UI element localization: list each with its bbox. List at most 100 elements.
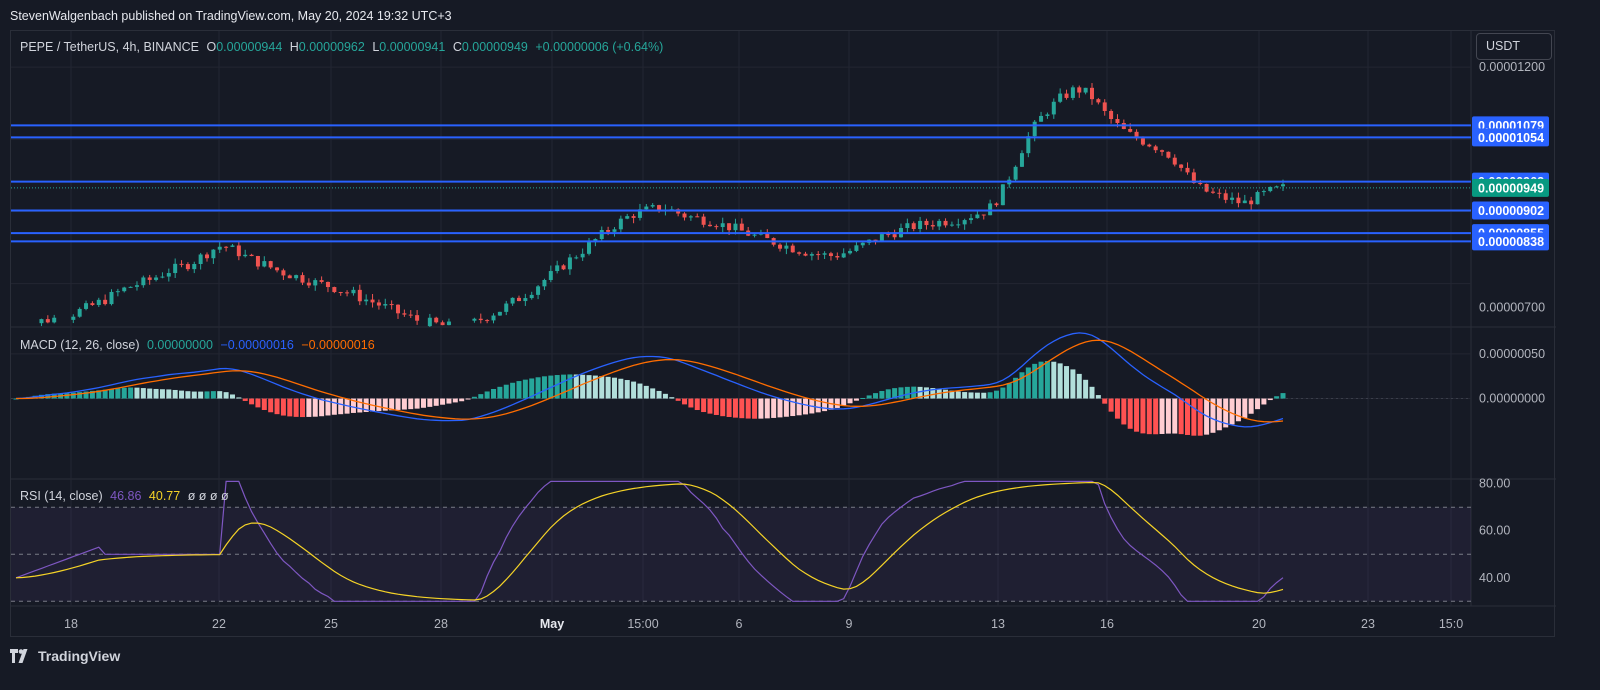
macd-histogram-bar xyxy=(510,382,516,399)
macd-histogram-bar xyxy=(732,398,738,418)
rsi-value: 46.86 xyxy=(110,489,142,503)
macd-histogram-bar xyxy=(102,389,108,399)
rsi-title[interactable]: RSI (14, close) xyxy=(20,489,103,503)
candle-body xyxy=(236,245,241,257)
candle-body xyxy=(185,264,190,270)
candle-body xyxy=(39,319,44,324)
macd-histogram-bar xyxy=(408,398,414,410)
macd-histogram-bar xyxy=(172,389,178,399)
candle-body xyxy=(778,244,783,249)
rsi-legend: RSI (14, close) 46.86 40.77 ø ø ø ø xyxy=(20,489,233,503)
macd-histogram-bar xyxy=(777,398,783,418)
x-tick-label: 25 xyxy=(324,617,338,631)
macd-histogram-bar xyxy=(242,398,248,401)
candle-body xyxy=(695,216,700,218)
macd-histogram-bar xyxy=(249,398,255,405)
candle-body xyxy=(969,218,974,221)
price-level-tag xyxy=(1472,232,1549,251)
macd-histogram-bar xyxy=(45,394,51,399)
candle-body xyxy=(1166,151,1171,158)
candle-body xyxy=(606,230,611,232)
macd-histogram-bar xyxy=(452,398,458,403)
x-tick-label: 9 xyxy=(846,617,853,631)
macd-histogram-bar xyxy=(1223,398,1229,428)
candle-body xyxy=(255,255,260,267)
macd-histogram-bar xyxy=(153,388,159,399)
candle-body xyxy=(262,261,267,267)
macd-legend: MACD (12, 26, close) 0.00000000 −0.00000… xyxy=(20,338,379,352)
candle-body xyxy=(1217,192,1222,194)
candle-body xyxy=(109,291,114,305)
candle-body xyxy=(555,265,560,272)
candle-body xyxy=(809,254,814,256)
macd-histogram-bar xyxy=(981,392,987,399)
macd-histogram-bar xyxy=(917,386,923,399)
close-value: 0.00000949 xyxy=(461,40,528,54)
macd-histogram-bar xyxy=(1076,373,1082,399)
candle-body xyxy=(618,218,623,230)
chart-canvas[interactable]: 18 22 25 28 May 15:00 6 9 13 16 20 23 15:0 0.00001200… xyxy=(11,31,1556,638)
macd-histogram-bar xyxy=(363,398,369,413)
candle-body xyxy=(192,264,197,270)
macd-histogram-bar xyxy=(873,393,879,399)
open-label: O xyxy=(206,40,217,54)
macd-histogram-bar xyxy=(185,391,191,399)
macd-histogram-bar xyxy=(974,392,980,399)
macd-histogram-bar xyxy=(179,390,185,399)
candle-body xyxy=(994,203,999,206)
candle-body xyxy=(860,242,865,246)
macd-histogram-bar xyxy=(802,398,808,415)
tradingview-brand[interactable]: TradingView xyxy=(10,648,120,664)
candle-body xyxy=(930,225,935,227)
candle-body xyxy=(943,220,948,226)
macd-histogram-bar xyxy=(752,398,758,419)
candle-body xyxy=(580,253,585,258)
candle-body xyxy=(1051,101,1056,115)
candle-body xyxy=(268,261,273,268)
macd-histogram-bar xyxy=(529,378,535,399)
macd-histogram-bar xyxy=(1013,377,1019,399)
macd-histogram-bar xyxy=(255,398,261,408)
candle-body xyxy=(657,205,662,211)
candle-body xyxy=(141,277,146,286)
candle-body xyxy=(1045,114,1050,116)
candle-body xyxy=(822,253,827,255)
candle-body xyxy=(816,254,821,256)
candle-body xyxy=(338,292,343,294)
candle-body xyxy=(224,246,229,248)
macd-histogram-bar xyxy=(331,398,337,415)
macd-histogram-bar xyxy=(1235,398,1241,422)
macd-histogram-bar xyxy=(822,398,828,412)
candle-body xyxy=(1064,93,1069,98)
macd-histogram-bar xyxy=(1102,398,1108,404)
price-level-label: 0.00000838 xyxy=(1478,235,1544,249)
candle-body xyxy=(478,318,483,321)
macd-histogram-bar xyxy=(892,388,898,399)
candle-body xyxy=(567,257,572,270)
macd-histogram-bar xyxy=(739,398,745,419)
symbol-label[interactable]: PEPE / TetherUS, 4h, BINANCE xyxy=(20,40,200,54)
candle-body xyxy=(205,254,210,259)
candle-body xyxy=(1070,87,1075,98)
macd-title[interactable]: MACD (12, 26, close) xyxy=(20,338,140,352)
chart-frame[interactable]: 18 22 25 28 May 15:00 6 9 13 16 20 23 15:0 0.00001200… xyxy=(10,30,1556,638)
candle-body xyxy=(45,319,50,323)
open-value: 0.00000944 xyxy=(216,40,283,54)
currency-button[interactable]: USDT xyxy=(1476,33,1552,60)
macd-histogram-bar xyxy=(1070,369,1076,399)
x-tick-label: 16 xyxy=(1100,617,1114,631)
macd-histogram-bar xyxy=(796,398,802,416)
candle-body xyxy=(230,245,235,247)
candle-body xyxy=(440,322,445,326)
macd-histogram-bar xyxy=(147,388,153,399)
macd-histogram-bar xyxy=(306,398,312,417)
macd-histogram-bar xyxy=(962,392,968,399)
macd-histogram-bar xyxy=(522,379,528,399)
macd-histogram-bar xyxy=(618,378,624,399)
macd-histogram-bar xyxy=(586,375,592,399)
macd-histogram-bar xyxy=(223,392,229,399)
macd-histogram-bar xyxy=(325,398,331,416)
candle-body xyxy=(988,203,993,216)
macd-histogram-bar xyxy=(503,384,509,399)
macd-histogram-bar xyxy=(268,398,274,413)
